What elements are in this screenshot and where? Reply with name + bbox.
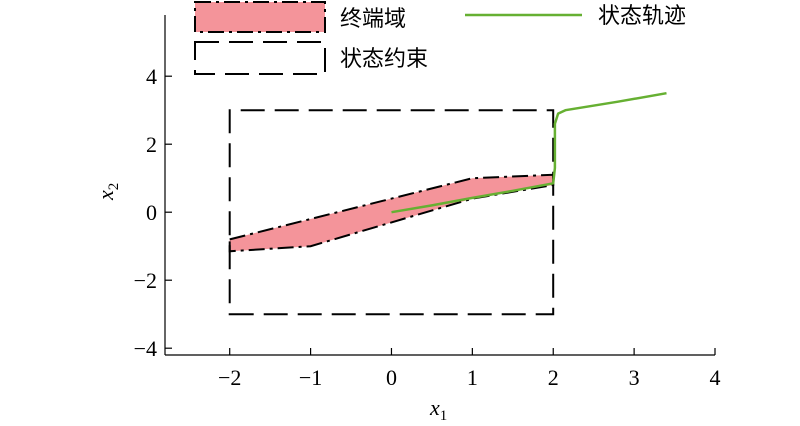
y-tick-label: 0: [146, 200, 157, 225]
legend-swatch-terminal-domain: [194, 1, 326, 33]
legend: 终端域 状态约束 状态轨迹: [194, 1, 686, 75]
x-tick-label: −1: [299, 365, 322, 390]
x-axis-label: x1: [429, 395, 447, 424]
y-tick-label: 4: [146, 64, 157, 89]
x-tick-label: 1: [467, 365, 478, 390]
legend-label-state-constraint: 状态约束: [340, 47, 428, 72]
legend-label-terminal-domain: 终端域: [340, 7, 406, 32]
x-tick-label: −2: [218, 365, 241, 390]
y-axis-label: x2: [93, 183, 122, 201]
y-tick-label: −2: [134, 268, 157, 293]
state-trajectory-line: [391, 91, 667, 214]
x-tick-label: 3: [629, 365, 640, 390]
x-tick-label: 4: [710, 365, 721, 390]
legend-label-state-trajectory: 状态轨迹: [598, 4, 686, 29]
state-constraint-box: [228, 109, 555, 316]
terminal-domain-region: [228, 173, 555, 253]
axes: −2 −1 0 1 2 3 4 −4 −2 0 2 4: [134, 15, 721, 390]
x-tick-label: 0: [386, 365, 397, 390]
y-tick-label: −4: [134, 336, 157, 361]
x-tick-label: 2: [548, 365, 559, 390]
legend-swatch-state-constraint: [194, 41, 326, 75]
y-tick-label: 2: [146, 132, 157, 157]
plot-area: [228, 91, 667, 316]
